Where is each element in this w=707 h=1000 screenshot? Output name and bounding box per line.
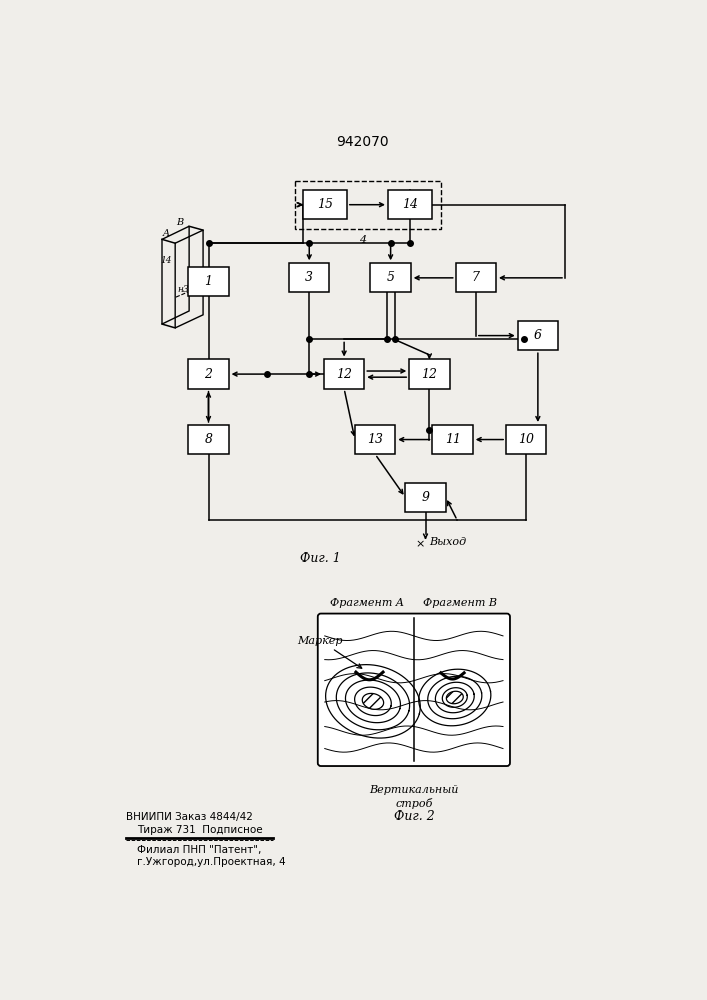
Bar — [388, 190, 432, 219]
Text: 942070: 942070 — [336, 135, 388, 149]
Text: 14: 14 — [402, 198, 418, 211]
Text: Фрагмент B: Фрагмент B — [423, 598, 498, 608]
Text: Фиг. 1: Фиг. 1 — [300, 552, 341, 565]
Bar — [370, 263, 411, 292]
Text: Выход: Выход — [429, 537, 467, 547]
Text: Маркер: Маркер — [298, 636, 362, 668]
Polygon shape — [362, 693, 384, 709]
Text: 14: 14 — [160, 256, 172, 265]
Text: 15: 15 — [317, 198, 333, 211]
Text: 7: 7 — [472, 271, 480, 284]
Text: 11: 11 — [445, 433, 461, 446]
Text: Филиал ПНП "Патент",: Филиал ПНП "Патент", — [137, 845, 262, 855]
Polygon shape — [446, 691, 463, 704]
Text: 12: 12 — [336, 368, 352, 381]
Text: 5: 5 — [387, 271, 395, 284]
Text: 13: 13 — [367, 433, 383, 446]
Text: Вертикальный
строб: Вертикальный строб — [369, 785, 459, 809]
Text: 12: 12 — [421, 368, 438, 381]
Bar — [324, 359, 364, 389]
Text: ×: × — [416, 540, 425, 550]
Bar — [296, 181, 441, 229]
Bar — [506, 425, 547, 454]
Bar — [303, 190, 347, 219]
Text: B: B — [176, 218, 183, 227]
Text: Фрагмент A: Фрагмент A — [330, 598, 404, 608]
Text: 4: 4 — [358, 235, 366, 245]
Bar — [409, 359, 450, 389]
Text: 8: 8 — [204, 433, 213, 446]
Text: 2: 2 — [204, 368, 213, 381]
Bar — [289, 263, 329, 292]
Text: A: A — [163, 229, 170, 238]
Bar — [188, 267, 228, 296]
Text: 3: 3 — [305, 271, 313, 284]
Text: 1: 1 — [204, 275, 213, 288]
Bar — [456, 263, 496, 292]
FancyBboxPatch shape — [317, 614, 510, 766]
Text: н: н — [177, 285, 183, 294]
Bar — [405, 483, 445, 512]
Text: 9: 9 — [421, 491, 429, 504]
Bar — [518, 321, 558, 350]
Bar — [188, 425, 228, 454]
Text: 3: 3 — [183, 285, 189, 294]
Text: Фиг. 2: Фиг. 2 — [394, 810, 434, 823]
Text: г.Ужгород,ул.Проектная, 4: г.Ужгород,ул.Проектная, 4 — [137, 857, 286, 867]
Text: ВНИИПИ Заказ 4844/42: ВНИИПИ Заказ 4844/42 — [126, 812, 252, 822]
Bar — [355, 425, 395, 454]
Bar — [188, 359, 228, 389]
Bar — [433, 425, 473, 454]
Text: 6: 6 — [534, 329, 542, 342]
Text: Тираж 731  Подписное: Тираж 731 Подписное — [137, 825, 263, 835]
Text: 10: 10 — [518, 433, 534, 446]
